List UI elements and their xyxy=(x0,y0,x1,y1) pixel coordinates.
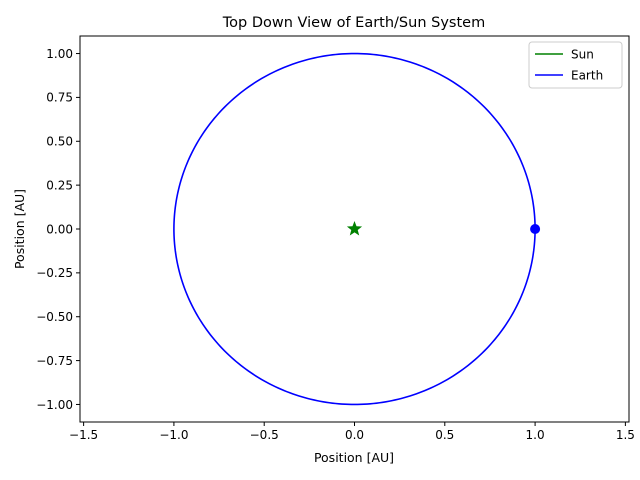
earth-orbit-line xyxy=(173,52,536,406)
x-tick-label: −1.0 xyxy=(159,428,188,442)
chart-title: Top Down View of Earth/Sun System xyxy=(222,15,485,31)
x-tick-label: −0.5 xyxy=(250,428,279,442)
y-tick-label: 1.00 xyxy=(46,47,73,61)
y-tick-label: −1.00 xyxy=(36,398,73,412)
x-tick-label: 0.5 xyxy=(435,428,454,442)
y-tick-label: 0.75 xyxy=(46,91,73,105)
legend: Sun Earth xyxy=(528,41,623,89)
x-tick-label: −1.5 xyxy=(69,428,98,442)
axes: −1.5 −1.0 −0.5 0.0 0.5 1.0 1.5 1.00 0.75 0.50 0.25… xyxy=(36,35,635,442)
y-tick-label: 0.50 xyxy=(46,135,73,149)
legend-label-sun: Sun xyxy=(571,47,594,61)
y-tick-label: −0.75 xyxy=(36,354,73,368)
earth-position-marker xyxy=(530,224,541,234)
y-tick-label: 0.25 xyxy=(46,178,73,192)
x-tick-label: 1.5 xyxy=(616,428,635,442)
x-axis-label: Position [AU] xyxy=(314,450,394,465)
plot-area xyxy=(173,52,541,406)
sun-star-marker xyxy=(346,221,363,236)
x-tick-label: 0.0 xyxy=(345,428,364,442)
y-tick-label: −0.25 xyxy=(36,266,73,280)
x-tick-label: 1.0 xyxy=(526,428,545,442)
y-tick-label: 0.00 xyxy=(46,222,73,236)
y-axis-label: Position [AU] xyxy=(12,189,27,269)
y-tick-label: −0.50 xyxy=(36,310,73,324)
legend-label-earth: Earth xyxy=(571,68,603,82)
